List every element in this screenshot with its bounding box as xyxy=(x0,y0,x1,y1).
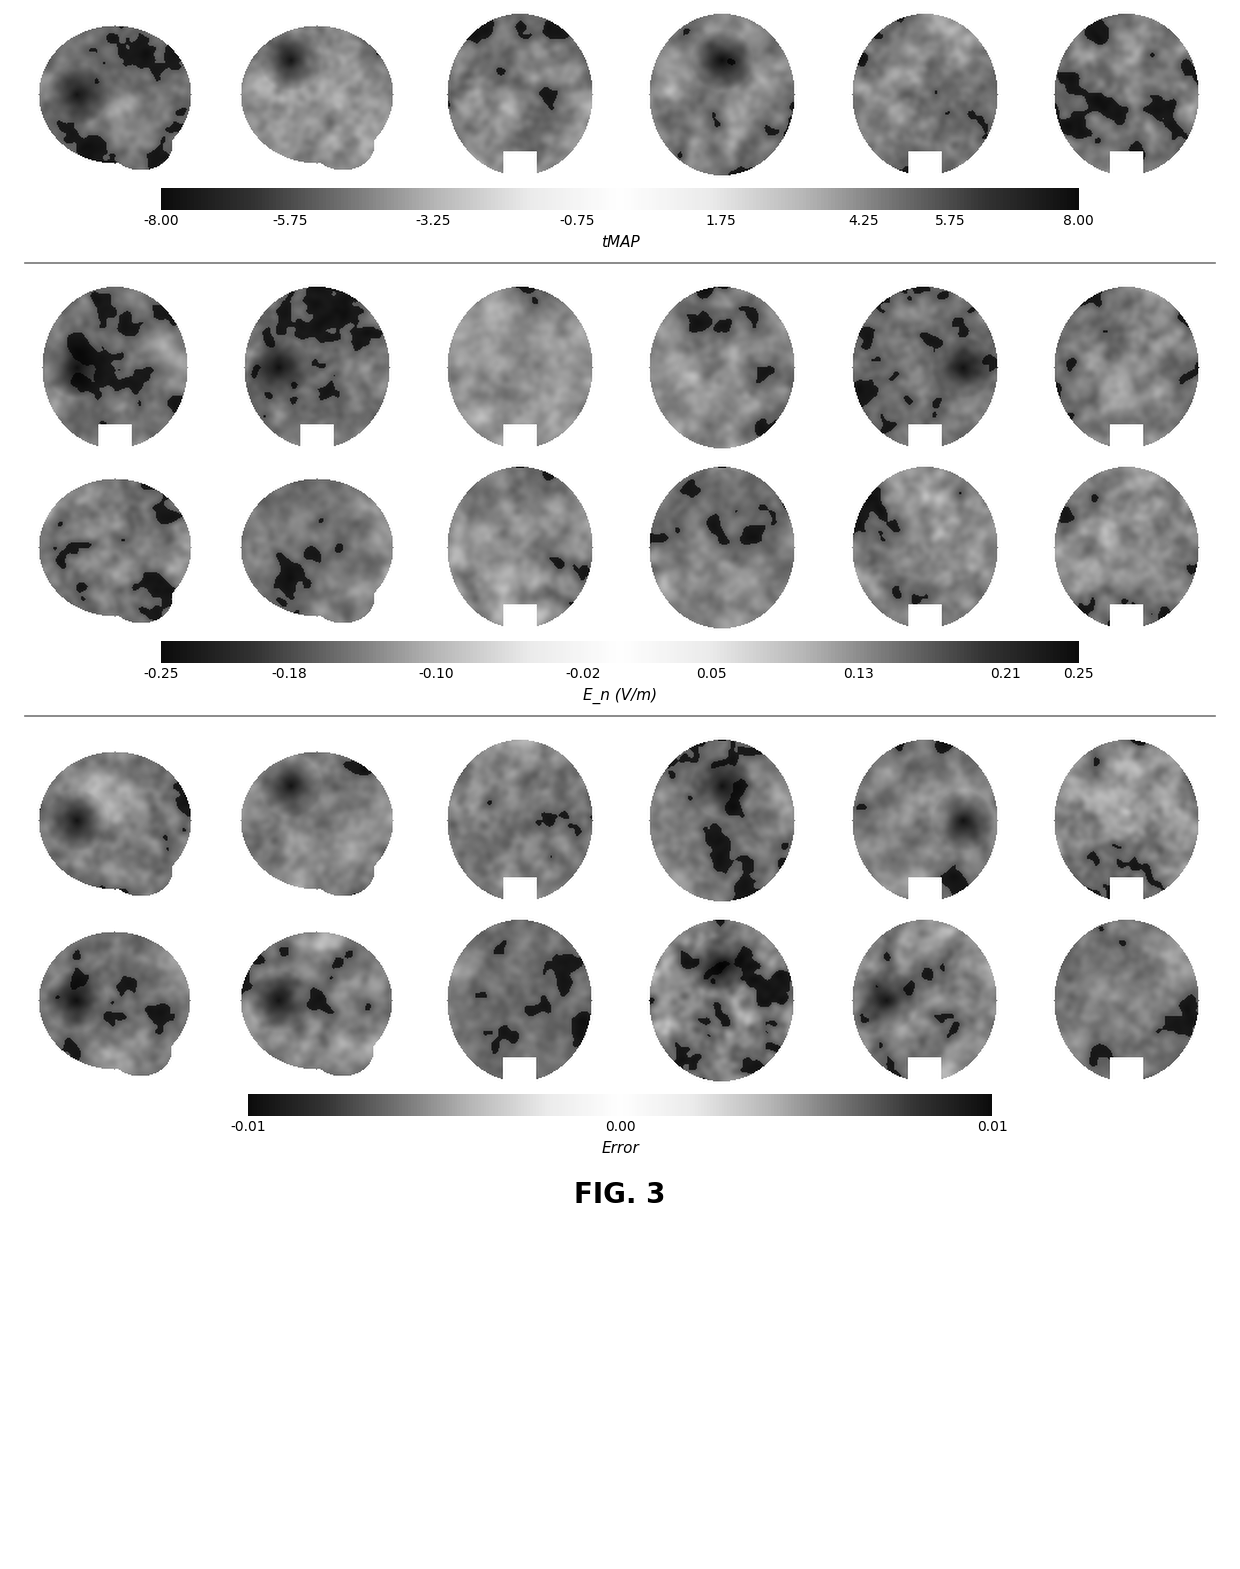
Text: 4.25: 4.25 xyxy=(848,213,879,228)
Text: 0.21: 0.21 xyxy=(990,667,1021,681)
Text: -0.18: -0.18 xyxy=(272,667,308,681)
Text: 5.75: 5.75 xyxy=(935,213,965,228)
Text: -8.00: -8.00 xyxy=(144,213,179,228)
Text: -0.02: -0.02 xyxy=(565,667,601,681)
Text: -0.10: -0.10 xyxy=(419,667,454,681)
Text: 1.75: 1.75 xyxy=(706,213,735,228)
Text: tMAP: tMAP xyxy=(600,235,640,249)
Text: -0.01: -0.01 xyxy=(231,1120,265,1134)
Text: 0.01: 0.01 xyxy=(977,1120,1007,1134)
Text: -3.25: -3.25 xyxy=(415,213,451,228)
Text: 8.00: 8.00 xyxy=(1064,213,1094,228)
Text: Error: Error xyxy=(601,1141,639,1156)
Text: 0.25: 0.25 xyxy=(1064,667,1094,681)
Text: 0.05: 0.05 xyxy=(697,667,727,681)
Text: 0.13: 0.13 xyxy=(843,667,874,681)
Text: -0.25: -0.25 xyxy=(144,667,179,681)
Text: -0.75: -0.75 xyxy=(559,213,595,228)
Text: -5.75: -5.75 xyxy=(273,213,308,228)
Text: 0.00: 0.00 xyxy=(605,1120,635,1134)
Text: FIG. 3: FIG. 3 xyxy=(574,1181,666,1208)
Text: E_n (V/m): E_n (V/m) xyxy=(583,687,657,704)
